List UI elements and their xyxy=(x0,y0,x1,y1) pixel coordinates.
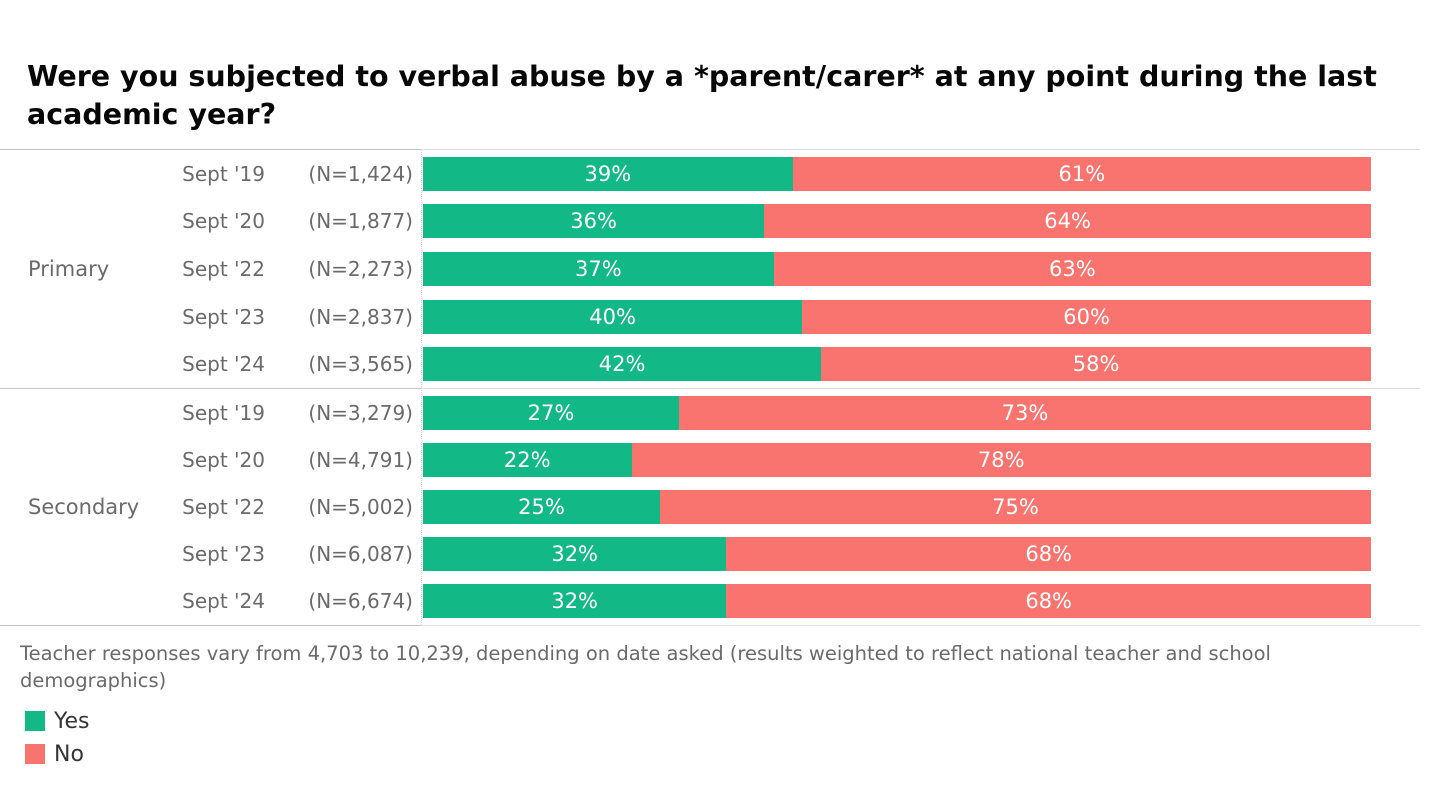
bar-value-label: 25% xyxy=(518,495,565,519)
chart-row: Sept '23 (N=6,087) 32% 68% xyxy=(0,531,1420,578)
no-bar-segment: 68% xyxy=(726,537,1371,572)
sample-size-label: (N=6,087) xyxy=(308,542,413,567)
period-label: Sept '22 xyxy=(182,495,265,519)
no-bar-segment: 75% xyxy=(660,490,1371,524)
chart-row: Sept '22 (N=2,273) 37% 63% xyxy=(0,245,1420,293)
group-secondary: Secondary Sept '19 (N=3,279) 27% 73% Sep… xyxy=(0,389,1420,625)
yes-bar-segment: 25% xyxy=(423,490,660,524)
yes-bar-segment: 40% xyxy=(423,299,803,334)
bar-track: 40% 60% xyxy=(423,299,1371,334)
divider-top xyxy=(0,149,1420,150)
legend-swatch-no xyxy=(25,744,45,764)
no-bar-segment: 63% xyxy=(773,251,1371,286)
legend-label-no: No xyxy=(54,741,84,767)
chart-row: Sept '19 (N=1,424) 39% 61% xyxy=(0,150,1420,198)
sample-size-label: (N=1,424) xyxy=(308,161,413,186)
legend-item-no: No xyxy=(25,741,90,767)
group-primary: Primary Sept '19 (N=1,424) 39% 61% Sept … xyxy=(0,150,1420,388)
yes-bar-segment: 27% xyxy=(423,395,679,430)
no-bar-segment: 68% xyxy=(726,584,1371,619)
bar-track: 39% 61% xyxy=(423,156,1371,191)
legend-label-yes: Yes xyxy=(54,708,90,734)
bar-value-label: 37% xyxy=(575,256,622,281)
sample-size-label: (N=2,837) xyxy=(308,304,413,329)
yes-bar-segment: 36% xyxy=(423,204,765,239)
bar-value-label: 22% xyxy=(503,447,551,472)
bar-value-label: 64% xyxy=(1044,209,1091,234)
bar-value-label: 32% xyxy=(551,589,599,614)
chart-row: Sept '19 (N=3,279) 27% 73% xyxy=(0,389,1420,436)
bar-value-label: 78% xyxy=(977,447,1025,472)
chart-title: Were you subjected to verbal abuse by a … xyxy=(27,60,1377,131)
sample-size-label: (N=4,791) xyxy=(308,447,413,472)
group-label-secondary: Secondary xyxy=(28,495,140,519)
bar-track: 27% 73% xyxy=(423,395,1371,430)
period-label: Sept '19 xyxy=(182,400,265,425)
no-bar-segment: 78% xyxy=(631,442,1371,477)
divider-bottom xyxy=(0,625,1420,626)
yes-bar-segment: 32% xyxy=(423,584,727,619)
group-primary-rows: Sept '19 (N=1,424) 39% 61% Sept '20 (N=1… xyxy=(0,150,1420,388)
yes-bar-segment: 32% xyxy=(423,537,727,572)
bar-value-label: 73% xyxy=(1001,400,1049,425)
bar-track: 22% 78% xyxy=(423,442,1371,477)
bar-value-label: 68% xyxy=(1025,589,1073,614)
bar-value-label: 60% xyxy=(1063,304,1110,329)
chart-row: Sept '22 (N=5,002) 25% 75% xyxy=(0,483,1420,530)
group-secondary-rows: Sept '19 (N=3,279) 27% 73% Sept '20 (N=4… xyxy=(0,389,1420,625)
axis-line xyxy=(421,149,422,625)
divider-primary-secondary xyxy=(0,388,1420,389)
bar-value-label: 32% xyxy=(551,542,599,567)
legend: Yes No xyxy=(25,708,90,776)
sample-size-label: (N=2,273) xyxy=(308,256,413,281)
sample-size-label: (N=6,674) xyxy=(308,589,413,614)
bar-track: 32% 68% xyxy=(423,537,1371,572)
period-label: Sept '22 xyxy=(182,256,265,281)
period-label: Sept '24 xyxy=(182,589,265,614)
yes-bar-segment: 22% xyxy=(423,442,632,477)
legend-item-yes: Yes xyxy=(25,708,90,734)
chart-row: Sept '20 (N=1,877) 36% 64% xyxy=(0,198,1420,246)
no-bar-segment: 60% xyxy=(802,299,1371,334)
sample-size-label: (N=1,877) xyxy=(308,209,413,234)
bar-value-label: 36% xyxy=(570,209,617,234)
yes-bar-segment: 37% xyxy=(423,251,774,286)
bar-value-label: 58% xyxy=(1072,352,1120,377)
chart-row: Sept '20 (N=4,791) 22% 78% xyxy=(0,436,1420,483)
no-bar-segment: 64% xyxy=(764,204,1371,239)
chart-row: Sept '24 (N=3,565) 42% 58% xyxy=(0,340,1420,388)
chart-row: Sept '23 (N=2,837) 40% 60% xyxy=(0,293,1420,341)
no-bar-segment: 73% xyxy=(678,395,1371,430)
legend-swatch-yes xyxy=(25,711,45,731)
bar-track: 36% 64% xyxy=(423,204,1371,239)
sample-size-label: (N=3,279) xyxy=(308,400,413,425)
bar-track: 32% 68% xyxy=(423,584,1371,619)
footnote: Teacher responses vary from 4,703 to 10,… xyxy=(20,642,1271,693)
period-label: Sept '23 xyxy=(182,542,265,567)
bar-track: 42% 58% xyxy=(423,347,1371,382)
bar-value-label: 61% xyxy=(1058,161,1106,186)
bar-value-label: 63% xyxy=(1049,256,1096,281)
bar-track: 25% 75% xyxy=(423,490,1371,524)
bar-value-label: 27% xyxy=(527,400,575,425)
period-label: Sept '23 xyxy=(182,304,265,329)
period-label: Sept '24 xyxy=(182,352,265,377)
sample-size-label: (N=3,565) xyxy=(308,352,413,377)
period-label: Sept '20 xyxy=(182,447,265,472)
yes-bar-segment: 42% xyxy=(423,347,822,382)
bar-track: 37% 63% xyxy=(423,251,1371,286)
bar-value-label: 42% xyxy=(598,352,646,377)
period-label: Sept '20 xyxy=(182,209,265,234)
bar-value-label: 68% xyxy=(1025,542,1073,567)
yes-bar-segment: 39% xyxy=(423,156,793,191)
bar-value-label: 40% xyxy=(589,304,636,329)
bar-value-label: 39% xyxy=(584,161,632,186)
no-bar-segment: 61% xyxy=(792,156,1371,191)
period-label: Sept '19 xyxy=(182,161,265,186)
bar-value-label: 75% xyxy=(992,495,1039,519)
sample-size-label: (N=5,002) xyxy=(308,495,413,519)
no-bar-segment: 58% xyxy=(821,347,1371,382)
group-label-primary: Primary xyxy=(28,257,110,281)
chart-row: Sept '24 (N=6,674) 32% 68% xyxy=(0,578,1420,625)
